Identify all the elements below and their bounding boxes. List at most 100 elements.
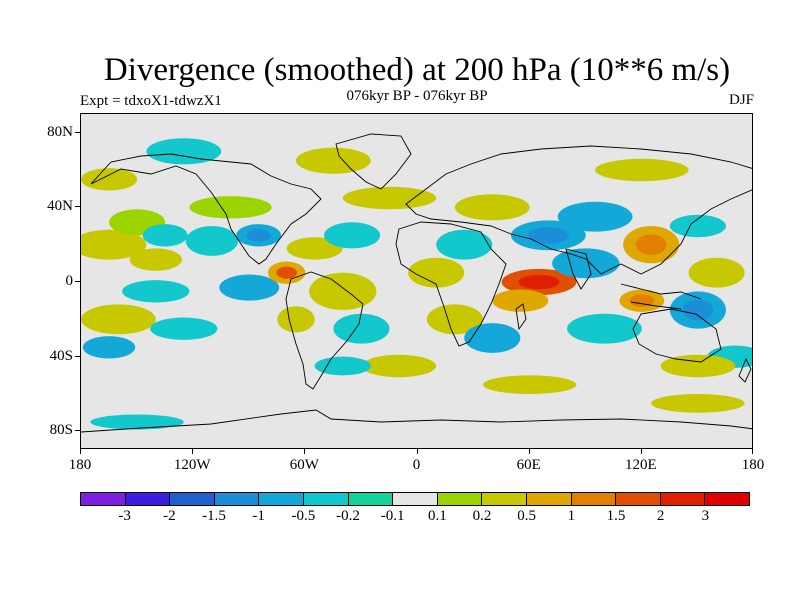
divergence-region — [277, 306, 315, 333]
divergence-region — [688, 257, 745, 288]
coastline-africa — [395, 221, 507, 347]
divergence-region — [333, 313, 390, 344]
colorbar-swatch — [214, 493, 260, 505]
colorbar-swatch — [303, 493, 349, 505]
coastline-south-america — [285, 271, 364, 390]
lat-tick — [75, 206, 80, 208]
divergence-region — [454, 194, 530, 221]
lon-tick — [640, 449, 642, 454]
colorbar-label: 0.5 — [517, 508, 537, 524]
experiment-label: Expt = tdxoX1-tdwzX1 — [80, 93, 222, 109]
colorbar-label: -1.5 — [202, 508, 226, 524]
colorbar-swatch — [526, 493, 572, 505]
colorbar-label: 3 — [701, 508, 710, 524]
lat-label: 80S — [49, 422, 73, 439]
lat-label: 40S — [49, 347, 73, 364]
lon-label: 60W — [289, 457, 319, 473]
divergence-region — [660, 354, 736, 378]
season-label: DJF — [728, 92, 754, 108]
divergence-region — [567, 313, 642, 344]
divergence-region — [295, 147, 371, 174]
divergence-core — [232, 280, 266, 295]
divergence-core — [246, 229, 271, 242]
chart-title: Divergence (smoothed) at 200 hPa (10**6 … — [103, 52, 731, 88]
lat-label: 0 — [65, 273, 74, 289]
lat-tick — [75, 430, 80, 432]
colorbar-label: -2 — [163, 508, 176, 524]
divergence-region — [81, 304, 156, 335]
divergence-core — [504, 294, 536, 307]
divergence-region — [122, 280, 190, 303]
colorbar-label: 0.2 — [472, 508, 492, 524]
map-svg — [81, 133, 752, 433]
coastline-new-zealand — [738, 357, 752, 383]
divergence-region — [286, 237, 343, 260]
divergence-region — [324, 222, 381, 249]
colorbar-label: -3 — [118, 508, 131, 524]
coastline-eurasia — [405, 145, 752, 275]
divergence-core — [682, 299, 714, 321]
colorbar — [80, 492, 750, 506]
divergence-region — [146, 138, 222, 165]
divergence-region — [81, 168, 138, 191]
colorbar-label: 2 — [656, 508, 665, 524]
divergence-region — [595, 158, 689, 182]
lat-tick — [75, 355, 80, 357]
map-plot — [80, 113, 753, 449]
divergence-region — [309, 272, 377, 310]
lon-tick — [80, 449, 81, 454]
divergence-region — [361, 354, 437, 378]
lon-label: 120W — [173, 457, 211, 473]
colorbar-label: 0.1 — [427, 508, 447, 524]
divergence-core — [527, 227, 569, 244]
lon-tick — [528, 449, 530, 454]
divergence-core — [629, 294, 655, 307]
colorbar-swatch — [259, 493, 304, 505]
divergence-core — [476, 329, 508, 347]
colorbar-label: 1 — [567, 508, 576, 524]
lon-label: 0 — [412, 457, 421, 473]
colorbar-swatch — [125, 493, 171, 505]
divergence-region — [482, 375, 577, 394]
colorbar-label: -0.2 — [336, 508, 360, 524]
divergence-region — [81, 229, 147, 260]
divergence-region — [314, 356, 371, 376]
divergence-region — [189, 196, 272, 219]
lon-label: 180 — [741, 457, 765, 473]
colorbar-swatch — [348, 493, 394, 505]
divergence-core — [276, 266, 297, 279]
colorbar-label: 1.5 — [606, 508, 626, 524]
coastline-australia — [632, 308, 722, 363]
coastline-antarctica — [81, 409, 752, 433]
colorbar-swatch — [705, 493, 749, 505]
divergence-core — [518, 274, 560, 290]
chart-subtitle: 076kyr BP - 076kyr BP — [346, 88, 488, 104]
coastline-madagascar — [515, 303, 527, 331]
divergence-region — [150, 317, 218, 340]
colorbar-swatch — [393, 493, 438, 505]
divergence-region — [436, 229, 493, 260]
lon-label: 120E — [624, 457, 657, 473]
divergence-region — [185, 226, 239, 256]
colorbar-swatch — [482, 493, 527, 505]
divergence-region — [129, 248, 182, 271]
colorbar-label: -0.1 — [380, 508, 405, 524]
coastline-greenland — [335, 133, 412, 190]
colorbar-swatch — [616, 493, 661, 505]
lat-tick — [75, 281, 80, 282]
divergence-core — [635, 234, 667, 255]
colorbar-swatch — [170, 493, 215, 505]
divergence-region — [426, 304, 483, 335]
lat-label: 80N — [47, 123, 73, 140]
coastline-indonesia — [620, 283, 702, 310]
lon-label: 180 — [68, 457, 92, 473]
coastline-india — [565, 248, 592, 290]
divergence-region — [342, 186, 437, 210]
lon-tick — [192, 449, 194, 454]
lon-label: 60E — [516, 457, 541, 473]
colorbar-swatch — [660, 493, 706, 505]
divergence-core — [94, 341, 124, 354]
divergence-region — [408, 257, 465, 288]
divergence-core — [574, 208, 616, 225]
lon-tick — [752, 449, 753, 454]
